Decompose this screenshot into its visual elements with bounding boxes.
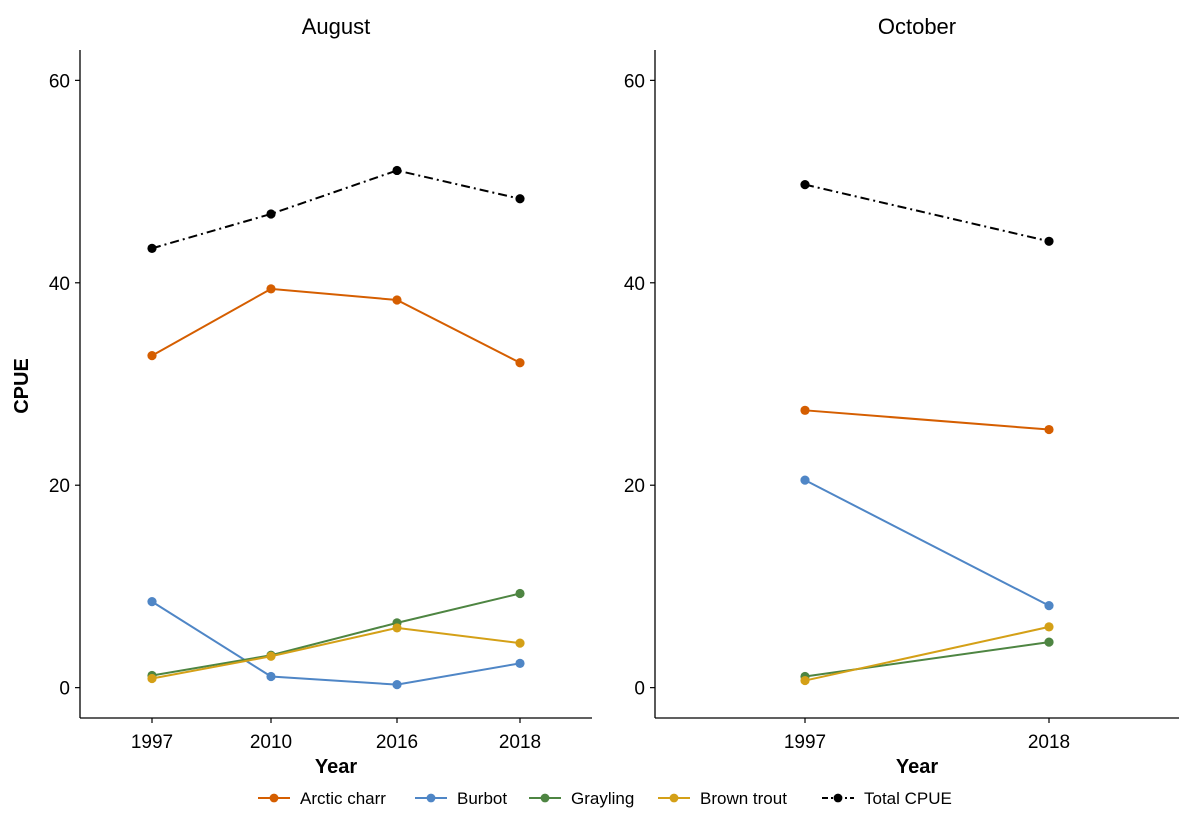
y-tick-label: 40	[624, 274, 645, 295]
data-point	[266, 284, 276, 294]
data-point	[392, 295, 402, 305]
legend-key-point	[669, 793, 679, 803]
data-point	[515, 658, 525, 668]
legend-item-grayling: Grayling	[529, 789, 634, 808]
series-line	[804, 409, 1050, 431]
series-brown-trout	[800, 622, 1054, 686]
data-point	[800, 180, 810, 190]
x-axis-title: Year	[896, 756, 938, 778]
data-point	[266, 209, 276, 219]
y-tick-label: 60	[49, 71, 70, 92]
data-point	[147, 243, 157, 253]
y-tick-label: 20	[624, 476, 645, 497]
y-tick-label: 60	[624, 71, 645, 92]
series-line	[804, 183, 1050, 243]
legend-label: Burbot	[457, 789, 507, 808]
series-line	[804, 479, 1050, 607]
series-line	[804, 625, 1050, 682]
series-total-cpue	[800, 180, 1054, 246]
data-point	[266, 651, 276, 661]
x-tick-label: 1997	[131, 732, 173, 753]
series-line	[151, 287, 521, 364]
legend-item-total-cpue: Total CPUE	[822, 789, 952, 808]
panel-title: October	[878, 14, 956, 39]
x-tick-label: 2016	[376, 732, 418, 753]
legend-item-brown-trout: Brown trout	[658, 789, 787, 808]
series-line	[151, 169, 521, 250]
y-tick-label: 20	[49, 476, 70, 497]
series-arctic-charr	[147, 284, 525, 368]
y-axis-title: CPUE	[11, 358, 33, 414]
data-point	[515, 638, 525, 648]
data-point	[1044, 424, 1054, 435]
y-tick-label: 0	[59, 679, 70, 700]
series-brown-trout	[147, 623, 525, 684]
data-point	[515, 194, 525, 204]
legend-label: Total CPUE	[864, 789, 952, 808]
legend-key-point	[833, 793, 843, 803]
data-point	[800, 475, 810, 485]
series-burbot	[800, 475, 1054, 611]
legend-item-arctic-charr: Arctic charr	[258, 789, 386, 808]
data-point	[147, 597, 157, 607]
panel-title: August	[302, 14, 371, 39]
legend-item-burbot: Burbot	[415, 789, 507, 808]
x-tick-label: 2018	[499, 732, 541, 753]
panel-october: October 0 20 40 60 1997 2018 Year	[624, 14, 1179, 778]
data-point	[392, 680, 402, 690]
legend-label: Arctic charr	[300, 789, 386, 808]
data-point	[1044, 236, 1054, 246]
panel-august: August 0 20 40 60 1997 2010 2016 2018 Year	[49, 14, 592, 778]
legend-key-point	[269, 793, 279, 803]
data-point	[147, 351, 157, 361]
data-point	[800, 675, 810, 686]
series-line	[804, 641, 1050, 678]
series-total-cpue	[147, 165, 525, 253]
y-tick-label: 40	[49, 274, 70, 295]
series-line	[151, 592, 521, 677]
x-axis-title: Year	[315, 756, 357, 778]
series-line	[151, 600, 521, 686]
legend-key-point	[540, 793, 550, 803]
data-point	[1044, 637, 1054, 647]
series-burbot	[147, 597, 525, 690]
y-tick-label: 0	[634, 679, 645, 700]
data-point	[1044, 601, 1054, 611]
x-tick-label: 2018	[1028, 732, 1070, 753]
x-tick-label: 1997	[784, 732, 826, 753]
data-point	[800, 405, 810, 415]
legend-label: Brown trout	[700, 789, 787, 808]
legend-label: Grayling	[571, 789, 634, 808]
data-point	[392, 165, 402, 176]
data-point	[515, 588, 525, 599]
series-grayling	[800, 637, 1054, 682]
data-point	[515, 358, 525, 368]
legend: Arctic charr Burbot Grayling Brown trout Tot…	[258, 789, 952, 808]
data-point	[1044, 622, 1054, 632]
series-line	[151, 626, 521, 680]
series-arctic-charr	[800, 405, 1054, 435]
legend-key-point	[426, 793, 436, 803]
data-point	[392, 623, 402, 633]
data-point	[266, 671, 276, 682]
data-point	[147, 673, 157, 684]
x-tick-label: 2010	[250, 732, 292, 753]
